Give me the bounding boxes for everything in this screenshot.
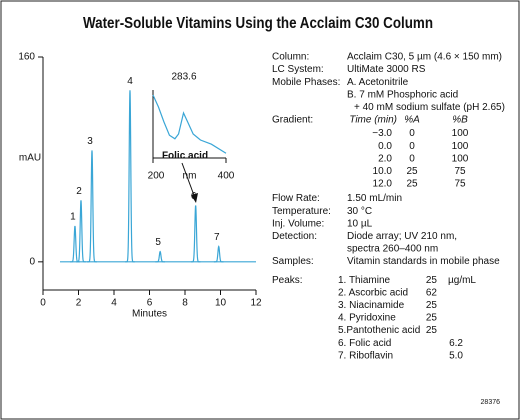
gradient-cell: 25 [406, 166, 418, 177]
chart: 0160024681012MinutesmAU1234567200400nm28… [18, 52, 262, 320]
peak-name: 4. Pyridoxine [338, 313, 396, 324]
x-tick-label: 12 [250, 298, 262, 309]
peak-name: 3. Niacinamide [338, 300, 405, 311]
info-label: Samples: [272, 256, 314, 267]
gradient-cell: 75 [454, 166, 466, 177]
peak [155, 250, 165, 263]
x-tick-label: 0 [40, 298, 46, 309]
gradient-label: Gradient: [272, 115, 313, 126]
peak-label: 5 [155, 237, 161, 248]
gradient-cell: 0.0 [378, 141, 392, 152]
peak-name: 1. Thiamine [338, 275, 391, 286]
peak [87, 150, 97, 263]
info-label: Inj. Volume: [272, 218, 324, 229]
gradient-cell: 2.0 [378, 153, 392, 164]
gradient-cell: −3.0 [372, 128, 392, 139]
info-label: Mobile Phases: [272, 77, 340, 88]
peak-name: 5.Pantothenic acid [338, 325, 420, 336]
peak [76, 200, 86, 263]
info-label: Column: [272, 52, 309, 63]
gradient-header: %A [404, 115, 420, 126]
gradient-cell: 0 [409, 128, 415, 139]
peak [213, 245, 224, 263]
x-tick-label: 4 [111, 298, 117, 309]
y-axis-label: mAU [19, 153, 41, 164]
x-tick-label: 6 [147, 298, 153, 309]
peak-unit: µg/mL [448, 275, 476, 286]
gradient-cell: 100 [452, 153, 469, 164]
gradient-header: Time (min) [349, 115, 397, 126]
peak-conc: 25 [426, 300, 438, 311]
peak-conc: 62 [426, 287, 438, 298]
peak-conc: 25 [426, 325, 438, 336]
x-tick-label: 8 [182, 298, 188, 309]
peak-name: 6. Folic acid [338, 338, 391, 349]
peak-name: 2. Ascorbic acid [338, 287, 408, 298]
info-value: UltiMate 3000 RS [347, 64, 426, 75]
gradient-header: %B [452, 115, 468, 126]
gradient-cell: 100 [452, 141, 469, 152]
peak [190, 205, 201, 263]
peak-conc: 5.0 [449, 350, 463, 361]
peak-label: 7 [214, 232, 220, 243]
figure-id: 28376 [481, 399, 501, 406]
peak-label: 1 [70, 212, 76, 223]
info-value: + 40 mM sodium sulfate (pH 2.65) [354, 102, 505, 113]
peak [125, 90, 135, 263]
y-tick-label: 160 [18, 52, 35, 63]
x-axis-label: Minutes [132, 309, 167, 320]
info-value: Acclaim C30, 5 µm (4.6 × 150 mm) [347, 52, 502, 63]
info-label: LC System: [272, 64, 324, 75]
gradient-cell: 12.0 [373, 179, 393, 190]
info-panel: Column: Acclaim C30, 5 µm (4.6 × 150 mm) L… [272, 52, 505, 362]
x-tick-label: 10 [215, 298, 227, 309]
inset-x-label: nm [183, 171, 197, 182]
x-tick-label: 2 [76, 298, 82, 309]
peak-label: 3 [87, 136, 93, 147]
gradient-cell: 10.0 [373, 166, 393, 177]
inset-title: Folic acid [162, 151, 208, 162]
chart-title: Water-Soluble Vitamins Using the Acclaim… [83, 15, 433, 32]
info-value: Diode array; UV 210 nm, [347, 231, 457, 242]
inset-x-tick-label: 200 [148, 171, 165, 182]
info-label: Flow Rate: [272, 193, 320, 204]
gradient-cell: 0 [409, 141, 415, 152]
info-value: 30 °C [347, 206, 372, 217]
info-value: spectra 260–400 nm [347, 244, 438, 255]
info-label: Temperature: [272, 206, 331, 217]
inset-spectrum [152, 94, 227, 154]
inset-annotation: 283.6 [171, 72, 196, 83]
peak-name: 7. Riboflavin [338, 350, 393, 361]
peak-conc: 6.2 [449, 338, 463, 349]
info-value: B. 7 mM Phosphoric acid [347, 89, 458, 100]
info-value: Vitamin standards in mobile phase [347, 256, 500, 267]
peak-label: 2 [76, 186, 82, 197]
inset-x-tick-label: 400 [218, 171, 235, 182]
gradient-cell: 100 [452, 128, 469, 139]
gradient-cell: 25 [406, 179, 418, 190]
arrow [181, 162, 196, 199]
peak-label: 4 [127, 76, 133, 87]
info-value: 10 µL [347, 218, 373, 229]
peak-conc: 25 [426, 275, 438, 286]
peaks-label: Peaks: [272, 275, 303, 286]
info-value: 1.50 mL/min [347, 193, 402, 204]
gradient-cell: 75 [454, 179, 466, 190]
peak-conc: 25 [426, 313, 438, 324]
info-value: A. Acetonitrile [347, 77, 409, 88]
arrowhead [191, 193, 198, 203]
gradient-cell: 0 [409, 153, 415, 164]
info-label: Detection: [272, 231, 317, 242]
y-tick-label: 0 [29, 256, 35, 267]
